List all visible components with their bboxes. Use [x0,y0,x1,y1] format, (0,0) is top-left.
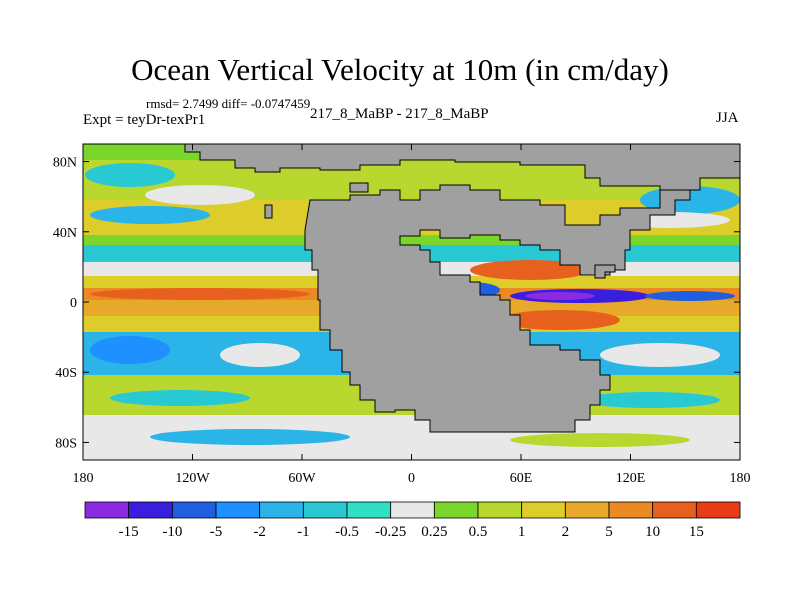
field-patch [90,206,210,224]
colorbar-label: 1 [518,524,526,540]
y-tick-label: 40S [55,366,77,381]
x-tick-label: 180 [73,471,94,486]
colorbar-swatch [652,501,697,519]
colorbar-swatch [564,501,610,519]
y-tick-label: 40N [53,226,77,241]
colorbar-swatch [128,501,173,519]
x-tick-label: 120W [175,471,210,486]
land-island [349,182,369,193]
field-patch [90,336,170,364]
colorbar-label: 0.5 [469,524,488,540]
y-tick-label: 80S [55,436,77,451]
colorbar-label: -2 [253,524,266,540]
y-tick-label: 0 [70,296,77,311]
season-label: JJA [716,110,739,126]
x-tick-label: 120E [616,471,646,486]
x-tick-label: 0 [408,471,415,486]
field-patch [525,292,595,300]
colorbar-label: -1 [297,524,310,540]
colorbar-label: -0.25 [375,524,406,540]
x-tick-label: 60E [510,471,533,486]
colorbar-label: 2 [562,524,570,540]
field-patch [580,392,720,408]
land-supercontinent [304,184,691,433]
colorbar-swatch [521,501,566,519]
colorbar-swatch [346,501,392,519]
colorbar-label: 5 [605,524,613,540]
field-patch [500,310,620,330]
field-patch [145,185,255,205]
field-patch [645,291,735,301]
colorbar-swatch [215,501,261,519]
field-patch [150,429,350,445]
colorbar-label: 10 [645,524,660,540]
stats-text: rmsd= 2.7499 diff= -0.0747459 [146,96,311,111]
colorbar-swatch [433,501,479,519]
colorbar-label: 15 [689,524,704,540]
land-island [594,264,616,279]
colorbar-label: -5 [210,524,223,540]
land-island [264,204,273,219]
colorbar-swatch [608,501,654,519]
colorbar-label: 0.25 [421,524,447,540]
field-patch [85,163,175,187]
colorbar-swatch [259,501,304,519]
map-area [83,144,740,460]
colorbar-swatch [477,501,523,519]
y-tick-label: 80N [53,156,77,171]
colorbar-swatch [390,501,435,519]
colorbar-label: -0.5 [335,524,359,540]
field-patch [90,288,310,300]
subtitle: 217_8_MaBP - 217_8_MaBP [310,106,489,122]
field-patch [110,390,250,406]
colorbar: -15 -10 -5 -2 -1 -0.5 -0.25 0.25 0.5 1 2 5 10 15 [84,501,741,540]
x-axis: 180 120W 60W 0 60E 120E 180 [73,144,751,486]
colorbar-swatch [302,501,348,519]
x-tick-label: 180 [730,471,751,486]
colorbar-swatch [84,501,130,519]
x-tick-label: 60W [288,471,316,486]
field-patch [510,433,690,447]
y-axis: 80N 40N 0 40S 80S [53,156,740,451]
field-patch [220,343,300,367]
colorbar-label: -15 [119,524,139,540]
field-patch [600,343,720,367]
colorbar-swatch [695,501,741,519]
colorbar-swatch [171,501,217,519]
experiment-label: Expt = teyDr-texPr1 [83,112,206,128]
colorbar-label: -10 [162,524,182,540]
chart-title: Ocean Vertical Velocity at 10m (in cm/da… [131,52,669,87]
